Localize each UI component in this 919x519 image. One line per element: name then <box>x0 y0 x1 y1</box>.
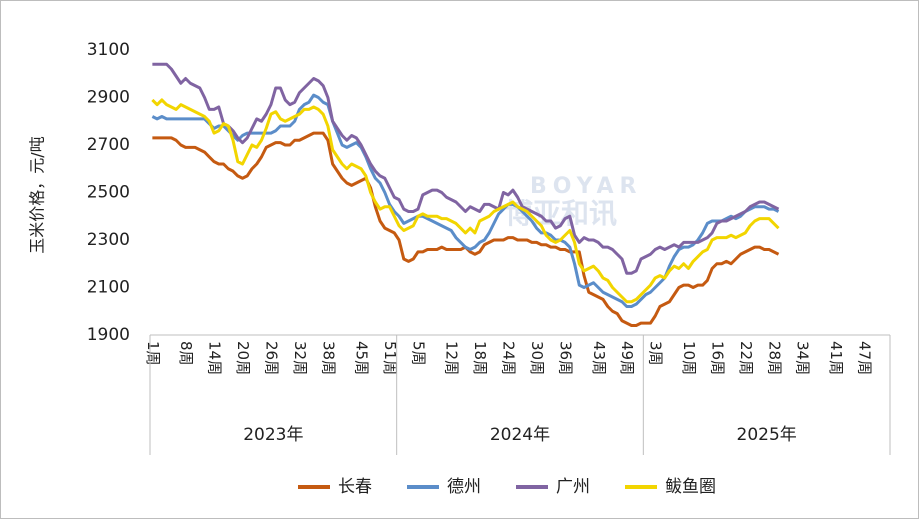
series-line <box>151 98 780 304</box>
group-label: 2023年 <box>243 425 303 445</box>
legend-label: 长春 <box>338 477 372 497</box>
x-tick-label: 45周 <box>353 341 371 375</box>
x-tick-label: 10周 <box>680 341 698 375</box>
y-tick-label: 3100 <box>87 40 130 60</box>
y-tick-label: 2900 <box>87 88 130 108</box>
x-tick-label: 14周 <box>206 341 224 375</box>
x-tick-label: 30周 <box>528 341 546 375</box>
x-tick-label: 18周 <box>471 341 489 375</box>
x-tick-label: 47周 <box>855 341 873 375</box>
x-tick-label: 24周 <box>500 341 518 375</box>
x-tick-label: 41周 <box>827 341 845 375</box>
x-tick-label: 34周 <box>794 341 812 375</box>
y-tick-label: 2500 <box>87 183 130 203</box>
y-tick-label: 2700 <box>87 135 130 155</box>
y-tick-label: 1900 <box>87 325 130 345</box>
x-tick-label: 38周 <box>319 341 337 375</box>
x-tick-label: 20周 <box>234 341 252 375</box>
x-tick-label: 12周 <box>443 341 461 375</box>
x-tick-label: 16周 <box>708 341 726 375</box>
watermark: BOYAR <box>530 174 642 199</box>
legend-label: 鲅鱼圈 <box>665 477 716 497</box>
x-tick-label: 5周 <box>410 341 428 366</box>
x-tick-label: 32周 <box>291 341 309 375</box>
x-tick-label: 22周 <box>737 341 755 375</box>
x-tick-label: 8周 <box>177 341 195 366</box>
series-line <box>151 93 780 308</box>
legend-label: 德州 <box>447 477 481 497</box>
x-tick-label: 3周 <box>647 341 665 366</box>
x-tick-label: 36周 <box>557 341 575 375</box>
x-tick-label: 1周 <box>144 341 162 366</box>
legend-label: 广州 <box>556 477 590 497</box>
group-label: 2025年 <box>737 425 797 445</box>
x-tick-label: 26周 <box>262 341 280 375</box>
y-axis-title: 玉米价格，元/吨 <box>28 136 47 253</box>
series-line <box>152 62 780 275</box>
x-tick-label: 28周 <box>765 341 783 375</box>
x-tick-label: 43周 <box>590 341 608 375</box>
group-label: 2024年 <box>490 425 550 445</box>
x-tick-label: 51周 <box>381 341 399 375</box>
y-tick-label: 2300 <box>87 230 130 250</box>
x-tick-label: 49周 <box>618 341 636 375</box>
y-tick-label: 2100 <box>87 278 130 298</box>
